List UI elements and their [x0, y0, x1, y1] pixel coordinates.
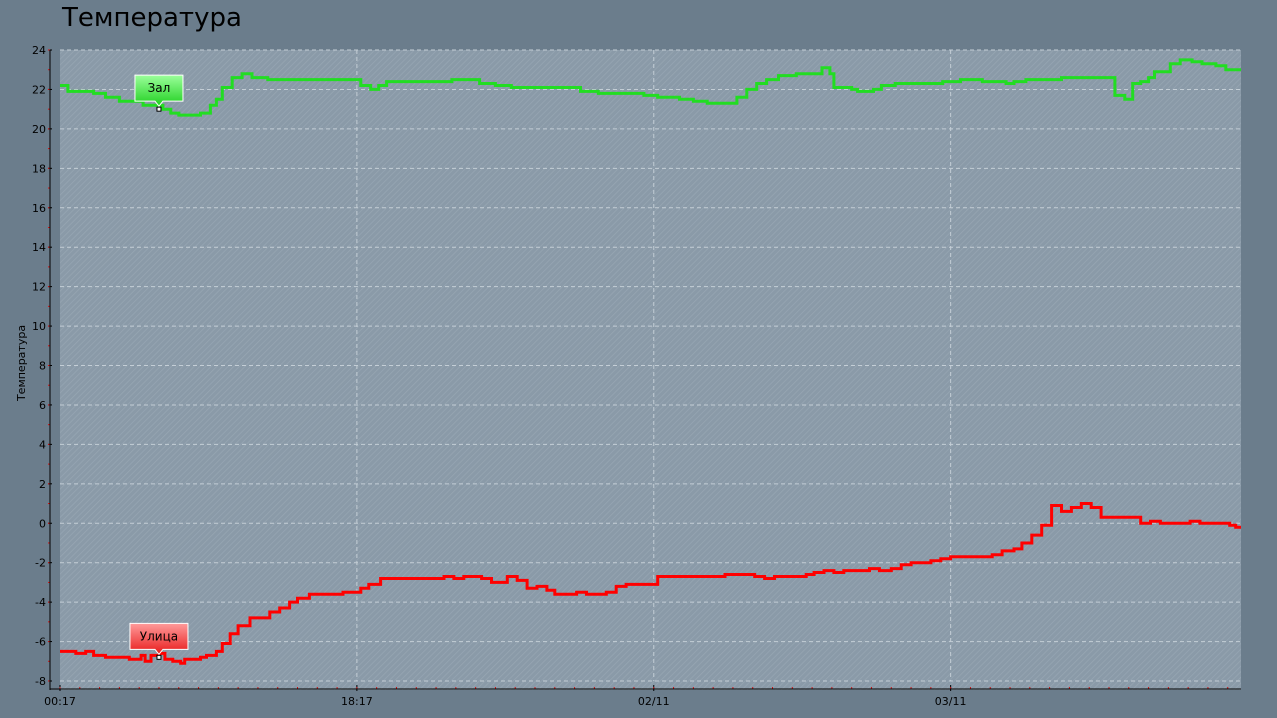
y-tick-label: 4 [39, 438, 46, 451]
y-tick-label: 12 [32, 281, 46, 294]
y-tick-label: 20 [32, 123, 46, 136]
x-tick-label: 02/11 [638, 695, 670, 708]
y-tick-label: 18 [32, 162, 46, 175]
y-tick-label: 10 [32, 320, 46, 333]
grid-lines [60, 49, 1241, 682]
chart-title: Температура [62, 3, 242, 33]
series-line [60, 502, 1241, 665]
y-tick-label: 2 [39, 478, 46, 491]
y-tick-label: 6 [39, 399, 46, 412]
callout-label: Зал [148, 81, 171, 95]
y-tick-label: -4 [35, 596, 46, 609]
series-line [60, 58, 1241, 117]
callouts: Зал Улица [129, 74, 189, 660]
plot-area [60, 50, 1241, 690]
y-tick-label: 8 [39, 360, 46, 373]
callout-marker [156, 654, 162, 660]
y-tick-label: 14 [32, 241, 46, 254]
series-callout: Улица [129, 622, 189, 660]
y-tick-label: -2 [35, 557, 46, 570]
y-axis-title: Температура [15, 325, 28, 402]
series-callout: Зал [134, 74, 184, 112]
y-tick-label: -8 [35, 675, 46, 688]
series-lines [60, 58, 1241, 665]
callout-label: Улица [140, 629, 178, 643]
y-tick-label: 16 [32, 202, 46, 215]
x-tick-label: 00:17 [44, 695, 76, 708]
callout-box [134, 74, 184, 107]
y-tick-label: 22 [32, 83, 46, 96]
callout-box [129, 622, 189, 656]
y-tick-label: 0 [39, 517, 46, 530]
callout-marker [156, 106, 162, 112]
y-tick-label: -6 [35, 636, 46, 649]
x-tick-label: 18:17 [341, 695, 373, 708]
y-tick-label: 24 [32, 44, 46, 57]
x-tick-label: 03/11 [935, 695, 967, 708]
